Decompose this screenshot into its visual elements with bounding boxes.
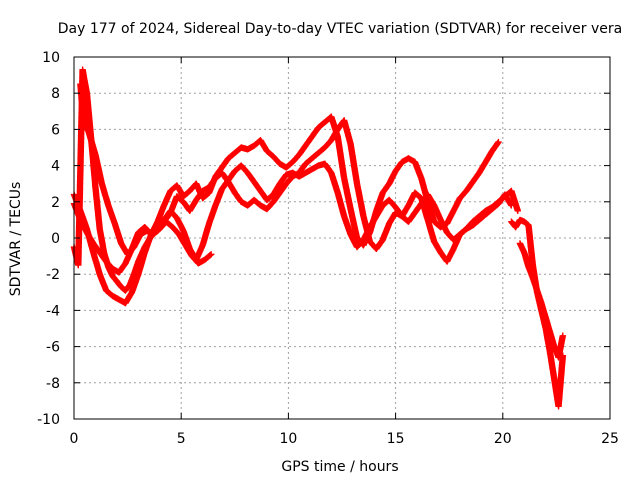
x-tick-label: 0 bbox=[70, 431, 79, 447]
y-tick-label: -10 bbox=[37, 412, 60, 428]
x-tick-labels: 0 5 10 15 20 25 bbox=[70, 431, 619, 447]
x-tick-label: 15 bbox=[387, 431, 405, 447]
y-tick-label: -2 bbox=[46, 267, 60, 283]
series-track-d bbox=[77, 80, 215, 267]
x-tick-label: 5 bbox=[177, 431, 186, 447]
series-trace bbox=[77, 82, 214, 266]
y-tick-label: 10 bbox=[42, 50, 60, 66]
y-tick-label: 8 bbox=[51, 86, 60, 102]
grid bbox=[74, 57, 610, 419]
y-tick-label: 2 bbox=[51, 195, 60, 211]
x-axis-label: GPS time / hours bbox=[281, 459, 398, 475]
y-tick-label: -6 bbox=[46, 340, 60, 356]
series-trace bbox=[508, 217, 566, 409]
x-tick-label: 20 bbox=[494, 431, 512, 447]
y-tick-label: -4 bbox=[46, 303, 60, 319]
series-track-e bbox=[508, 216, 567, 410]
series-trace bbox=[517, 241, 566, 360]
ticks bbox=[73, 56, 611, 420]
y-tick-label: 4 bbox=[51, 159, 60, 175]
y-axis-label: SDTVAR / TECUs bbox=[8, 182, 24, 297]
chart-title: Day 177 of 2024, Sidereal Day-to-day VTE… bbox=[58, 21, 622, 37]
y-tick-label: 0 bbox=[51, 231, 60, 247]
y-tick-label: -8 bbox=[46, 376, 60, 392]
x-tick-label: 10 bbox=[279, 431, 297, 447]
x-tick-label: 25 bbox=[601, 431, 619, 447]
data-points bbox=[70, 66, 567, 410]
y-tick-labels: -10 -8 -6 -4 -2 0 2 4 6 8 10 bbox=[37, 50, 60, 428]
y-tick-label: 6 bbox=[51, 122, 60, 138]
series-track-f bbox=[516, 240, 567, 361]
